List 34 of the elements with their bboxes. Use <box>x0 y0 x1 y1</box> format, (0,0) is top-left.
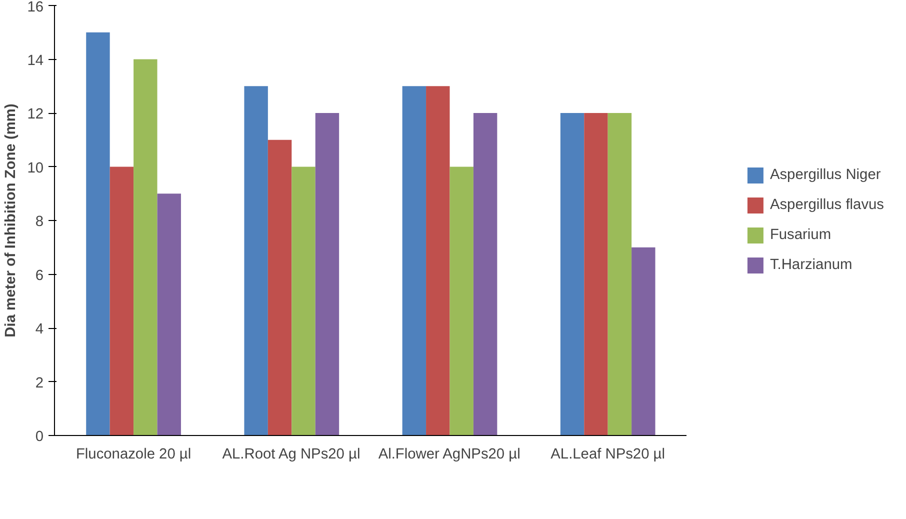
x-tick-label: Fluconazole 20 µl <box>76 446 192 462</box>
y-axis-title: Dia meter of Inhibition Zone (mm) <box>3 104 20 338</box>
bar <box>608 113 632 436</box>
bar <box>473 113 498 436</box>
bar <box>560 113 584 436</box>
bar <box>134 59 158 436</box>
y-tick-label: 12 <box>27 106 44 122</box>
x-tick-label: AL.Root Ag NPs20 µl <box>222 446 360 462</box>
bar <box>632 247 656 436</box>
y-tick-label: 4 <box>35 322 44 338</box>
bar <box>292 166 316 436</box>
bar <box>450 166 474 436</box>
bar <box>402 86 426 436</box>
bar <box>157 194 181 436</box>
legend-label: Aspergillus flavus <box>770 197 884 213</box>
x-tick-label: Al.Flower AgNPs20 µl <box>378 446 520 462</box>
bar <box>315 113 340 436</box>
bar <box>110 166 134 436</box>
bar <box>86 32 110 436</box>
legend-label: Fusarium <box>770 227 832 243</box>
legend-label: T.Harzianum <box>770 257 852 273</box>
y-tick-label: 10 <box>27 160 44 176</box>
y-tick-label: 8 <box>35 214 44 230</box>
y-tick-label: 16 <box>27 0 44 16</box>
y-tick-label: 6 <box>35 268 44 284</box>
x-tick-label: AL.Leaf NPs20 µl <box>550 446 666 462</box>
y-tick-label: 0 <box>35 429 44 445</box>
y-tick-label: 2 <box>35 375 44 392</box>
bar <box>244 86 268 436</box>
bar <box>426 86 450 436</box>
bar <box>584 113 608 436</box>
legend-label: Aspergillus Niger <box>770 167 881 183</box>
y-tick-label: 14 <box>27 52 44 69</box>
bar <box>268 140 292 436</box>
